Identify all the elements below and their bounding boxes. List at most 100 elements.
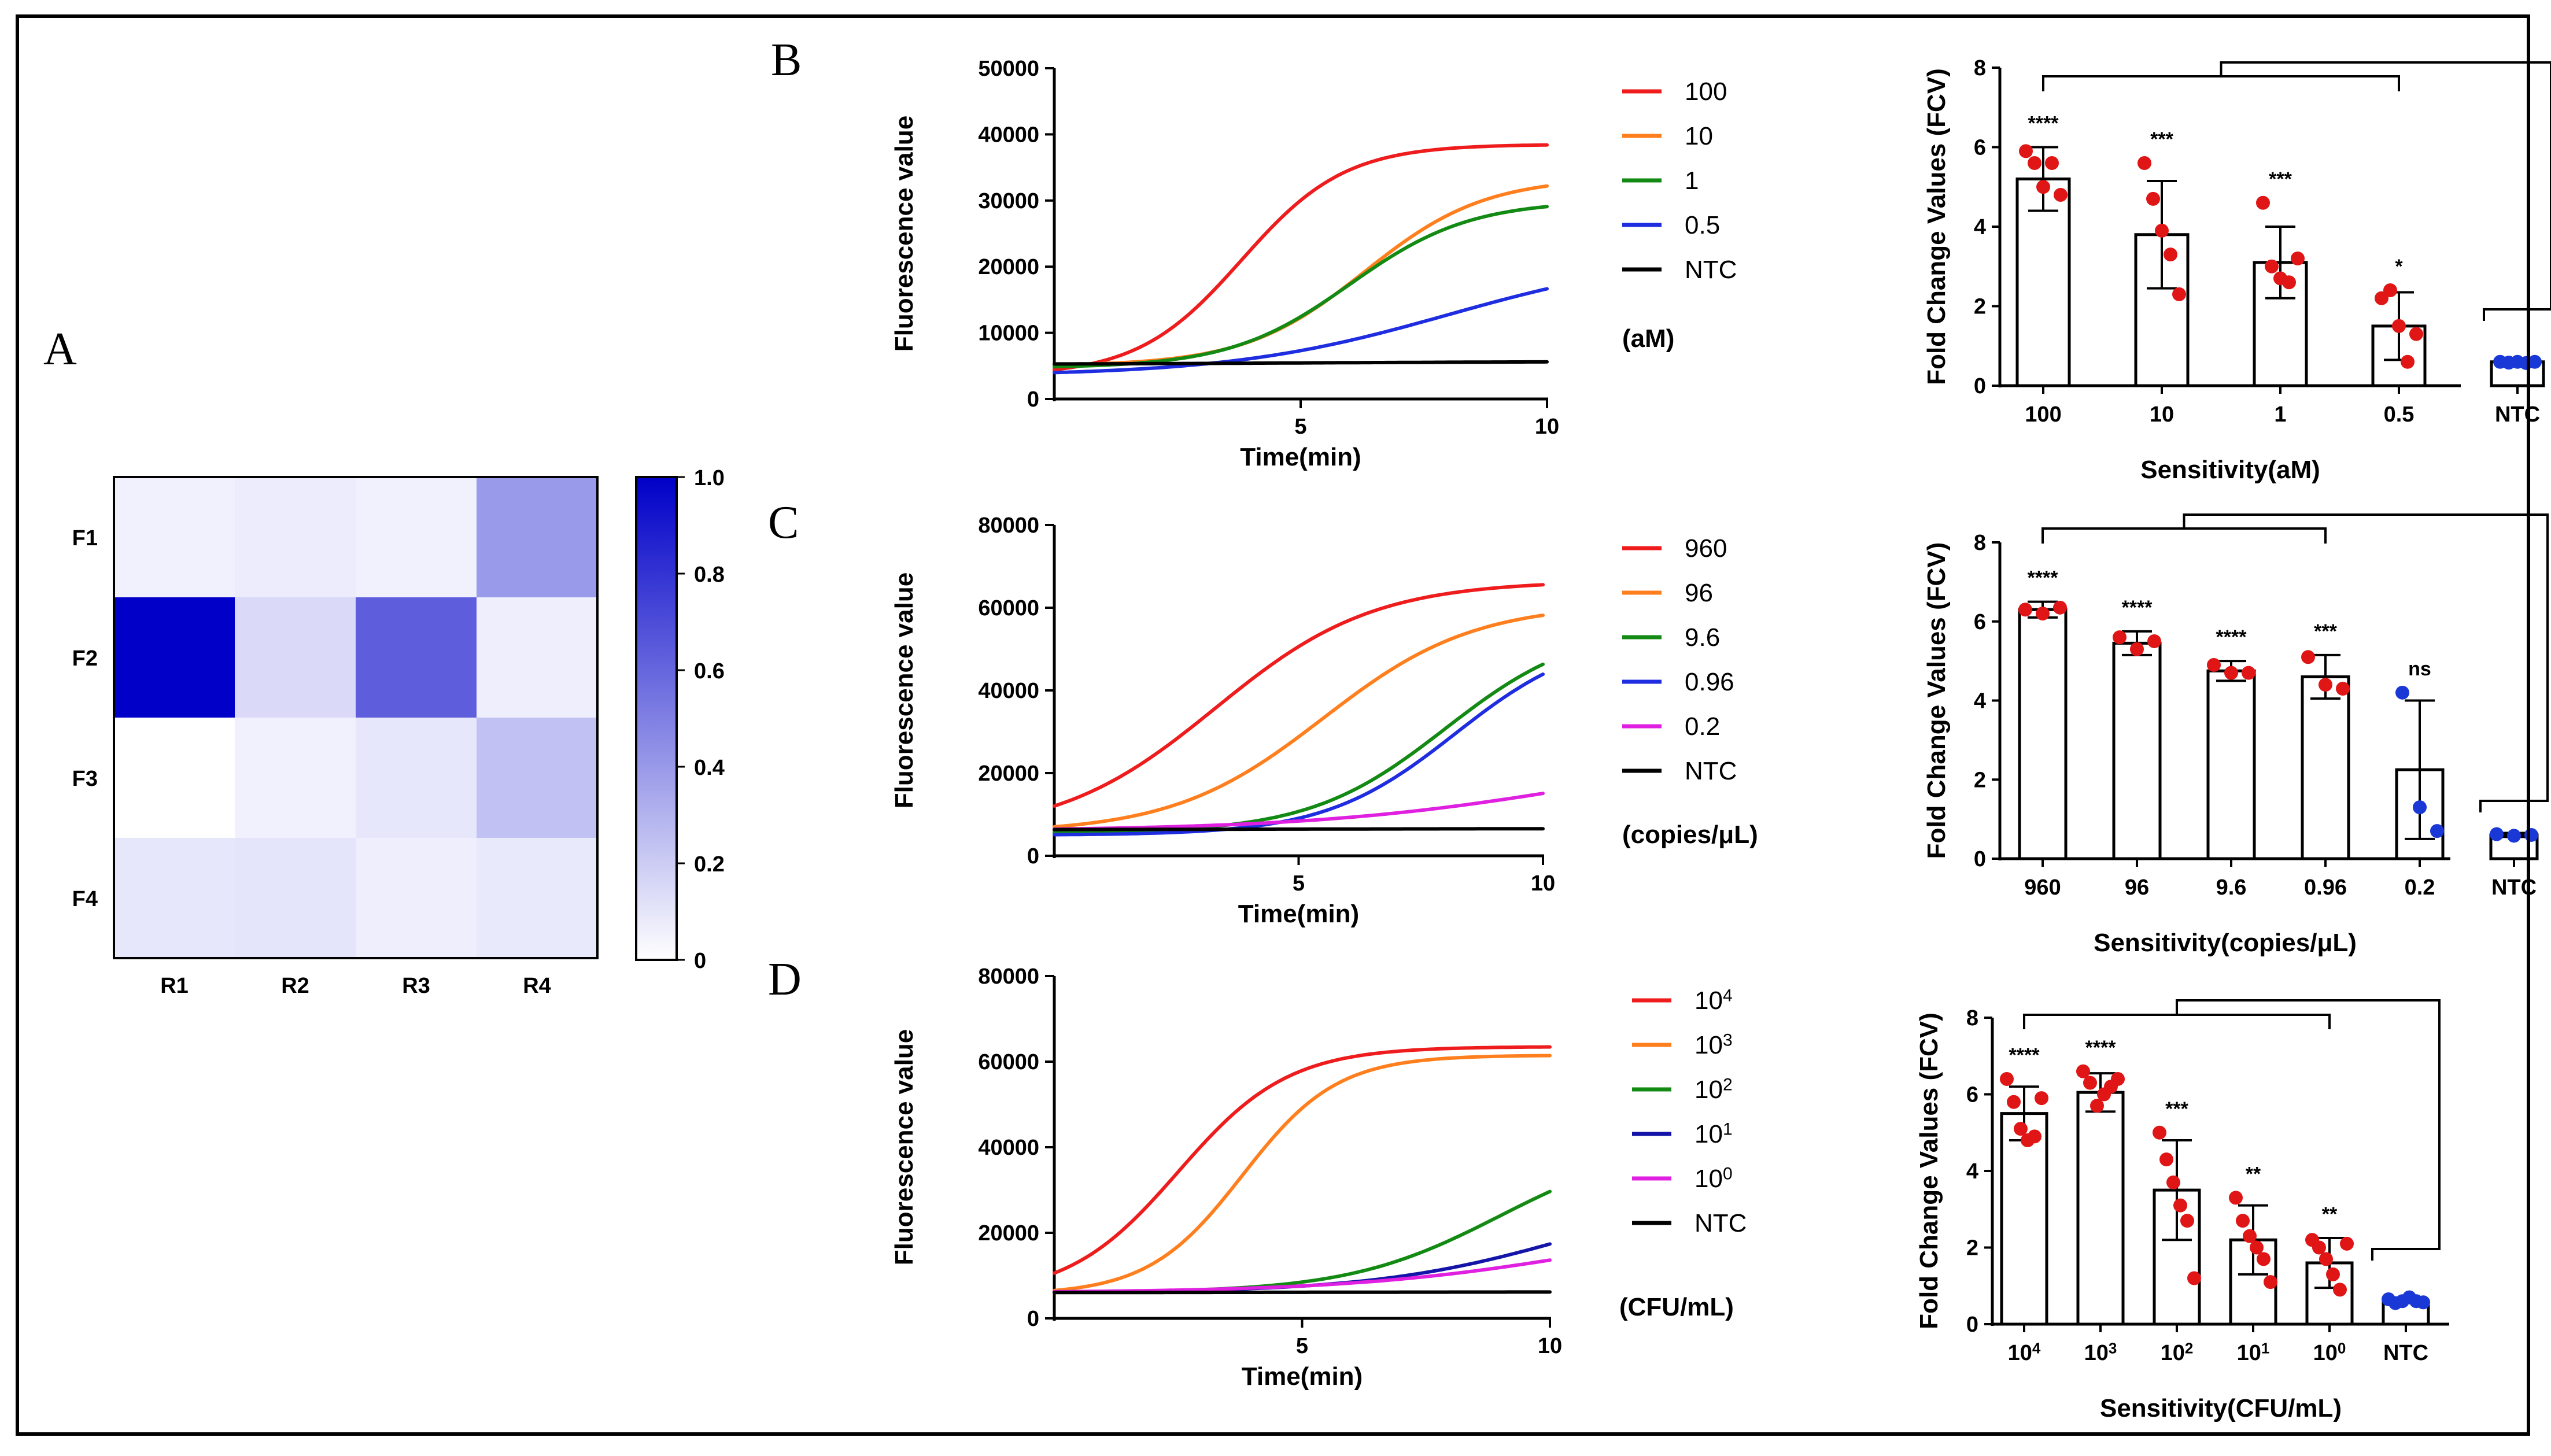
- data-point: [2413, 800, 2427, 814]
- heatmap-col-label: R3: [402, 974, 430, 998]
- data-point: [2036, 180, 2050, 194]
- legend-unit: (aM): [1622, 324, 1674, 353]
- y-tick-label: 8: [1974, 56, 1986, 80]
- x-tick-label: NTC: [2491, 875, 2537, 900]
- panel-label-d: D: [768, 954, 802, 1005]
- y-axis-title: Fluorescence value: [890, 1029, 918, 1265]
- y-tick-label: 0: [1027, 844, 1039, 869]
- heatmap-col-label: R1: [160, 974, 189, 998]
- y-tick-label: 4: [1974, 689, 1986, 714]
- data-point: [2036, 607, 2050, 620]
- significance-label: ****: [2122, 597, 2153, 619]
- data-point: [2153, 1126, 2166, 1140]
- series-line: [1054, 1047, 1550, 1273]
- y-tick-label: 10000: [978, 321, 1039, 346]
- x-tick-label: 102: [2161, 1339, 2194, 1365]
- legend-label: NTC: [1694, 1209, 1747, 1237]
- legend-label: 1: [1685, 167, 1699, 195]
- data-point: [2229, 1191, 2243, 1204]
- data-point: [2076, 1065, 2090, 1078]
- data-point: [2326, 1267, 2340, 1281]
- data-point: [2019, 144, 2033, 158]
- heatmap-col-label: R2: [281, 974, 309, 998]
- bar: [2020, 609, 2066, 859]
- y-axis-title: Fold Change Values (FCV): [1922, 68, 1951, 385]
- heatmap-row-label: F3: [72, 767, 98, 791]
- data-point: [2430, 824, 2444, 838]
- data-point: [2028, 156, 2041, 170]
- x-tick-label: 10: [2150, 402, 2174, 427]
- significance-label: ***: [2269, 168, 2292, 190]
- comparison-bracket: [2024, 1015, 2330, 1029]
- data-point: [2282, 275, 2296, 289]
- x-tick-label: 9.6: [2216, 875, 2247, 900]
- data-point: [2333, 1283, 2347, 1296]
- bar: [2078, 1092, 2123, 1324]
- heatmap-cell: [114, 838, 235, 958]
- data-point: [2045, 156, 2059, 170]
- data-point: [2409, 327, 2423, 341]
- heatmap-row-label: F4: [72, 887, 98, 911]
- y-tick-label: 80000: [978, 964, 1039, 989]
- data-point: [2130, 642, 2144, 656]
- series-line: [1054, 206, 1547, 367]
- data-point: [2111, 1072, 2125, 1086]
- heatmap-cell: [235, 477, 356, 597]
- legend-label: 960: [1685, 534, 1727, 563]
- y-tick-label: 2: [1974, 768, 1986, 792]
- y-tick-label: 60000: [978, 596, 1039, 620]
- data-point: [2137, 156, 2151, 170]
- heatmap-cell: [114, 477, 235, 597]
- significance-label: ****: [2009, 1044, 2040, 1066]
- legend-unit: (CFU/mL): [1619, 1293, 1734, 1321]
- legend-label: 103: [1694, 1031, 1733, 1060]
- data-point: [2301, 650, 2315, 664]
- y-tick-label: 40000: [978, 123, 1039, 147]
- x-tick-label: 5: [1293, 871, 1305, 896]
- y-tick-label: 0: [1974, 847, 1986, 871]
- data-point: [2236, 1214, 2250, 1228]
- heatmap-cell: [477, 477, 597, 597]
- heatmap-cell: [114, 718, 235, 838]
- data-point: [2319, 678, 2332, 692]
- data-point: [2242, 666, 2255, 680]
- data-point: [2250, 1241, 2264, 1255]
- heatmap-cell: [356, 477, 477, 597]
- y-tick-label: 40000: [978, 679, 1039, 703]
- x-tick-label: 100: [2313, 1339, 2346, 1365]
- y-axis-title: Fluorescence value: [890, 572, 918, 808]
- data-point: [2291, 252, 2305, 265]
- y-tick-label: 0: [1027, 1307, 1039, 1331]
- colorbar-tick-label: 0.2: [694, 852, 725, 877]
- series-line: [1054, 585, 1543, 806]
- colorbar-tick-label: 0: [694, 949, 706, 973]
- data-point: [2155, 224, 2169, 238]
- x-axis-title: Time(min): [1238, 900, 1359, 928]
- legend-label: 100: [1694, 1165, 1733, 1193]
- comparison-bracket: [2043, 529, 2325, 544]
- data-point: [2035, 1091, 2048, 1105]
- y-tick-label: 0: [1027, 387, 1039, 412]
- heatmap-cell: [356, 718, 477, 838]
- legend-label: NTC: [1685, 256, 1737, 284]
- panel-label-c: C: [768, 497, 799, 548]
- legend-label: 101: [1694, 1120, 1733, 1149]
- colorbar-tick-label: 0.6: [694, 659, 725, 683]
- data-point: [2416, 1295, 2430, 1309]
- x-axis-title: Time(min): [1240, 443, 1361, 471]
- x-axis-title: Time(min): [1242, 1362, 1363, 1391]
- data-point: [2401, 355, 2415, 369]
- data-point: [2014, 1122, 2028, 1136]
- significance-label: ***: [2314, 620, 2337, 642]
- data-point: [2164, 247, 2177, 261]
- data-point: [2146, 192, 2160, 206]
- significance-label: ****: [2216, 626, 2247, 648]
- data-point: [2256, 196, 2270, 210]
- x-tick-label: 10: [1531, 871, 1555, 896]
- data-point: [2264, 1275, 2277, 1289]
- x-tick-label: 104: [2008, 1339, 2041, 1365]
- legend-label: 0.2: [1685, 712, 1720, 741]
- significance-label: ****: [2028, 113, 2059, 135]
- significance-label: ****: [2028, 567, 2059, 589]
- data-point: [2113, 630, 2127, 644]
